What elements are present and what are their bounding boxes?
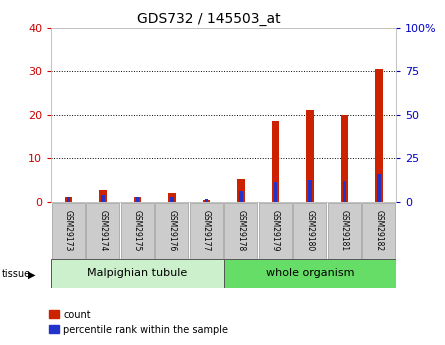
Bar: [328, 203, 361, 259]
Bar: [224, 203, 257, 259]
Bar: [67, 197, 70, 202]
Text: GSM29176: GSM29176: [167, 210, 176, 252]
Bar: [136, 197, 139, 202]
Text: GSM29177: GSM29177: [202, 210, 211, 252]
Bar: [306, 110, 314, 202]
Bar: [155, 203, 188, 259]
Text: GSM29175: GSM29175: [133, 210, 142, 252]
Bar: [99, 190, 107, 202]
Text: GDS732 / 145503_at: GDS732 / 145503_at: [138, 12, 281, 26]
Text: tissue: tissue: [2, 269, 31, 279]
Bar: [343, 181, 346, 202]
Bar: [65, 197, 72, 202]
Bar: [259, 203, 292, 259]
Bar: [340, 115, 348, 202]
Text: GSM29180: GSM29180: [305, 210, 314, 252]
Bar: [274, 182, 277, 202]
Text: ▶: ▶: [28, 269, 35, 279]
Bar: [293, 203, 326, 259]
Bar: [101, 195, 105, 202]
Bar: [202, 200, 210, 202]
Bar: [86, 203, 119, 259]
Text: whole organism: whole organism: [266, 268, 354, 278]
Bar: [239, 191, 243, 202]
Bar: [190, 203, 223, 259]
Bar: [168, 193, 176, 202]
Bar: [224, 259, 396, 288]
Text: Malpighian tubule: Malpighian tubule: [87, 268, 187, 278]
Text: GSM29174: GSM29174: [98, 210, 107, 252]
Bar: [375, 69, 383, 202]
Bar: [205, 199, 208, 202]
Bar: [237, 179, 245, 202]
Bar: [271, 121, 279, 202]
Bar: [121, 203, 154, 259]
Text: GSM29182: GSM29182: [374, 210, 383, 252]
Text: GSM29173: GSM29173: [64, 210, 73, 252]
Text: GSM29181: GSM29181: [340, 210, 349, 252]
Text: GSM29178: GSM29178: [236, 210, 245, 252]
Text: GSM29179: GSM29179: [271, 210, 280, 252]
Bar: [362, 203, 395, 259]
Bar: [52, 203, 85, 259]
Bar: [134, 197, 141, 202]
Bar: [51, 259, 224, 288]
Legend: count, percentile rank within the sample: count, percentile rank within the sample: [45, 306, 232, 338]
Bar: [308, 180, 312, 202]
Bar: [377, 174, 380, 202]
Bar: [170, 197, 174, 202]
